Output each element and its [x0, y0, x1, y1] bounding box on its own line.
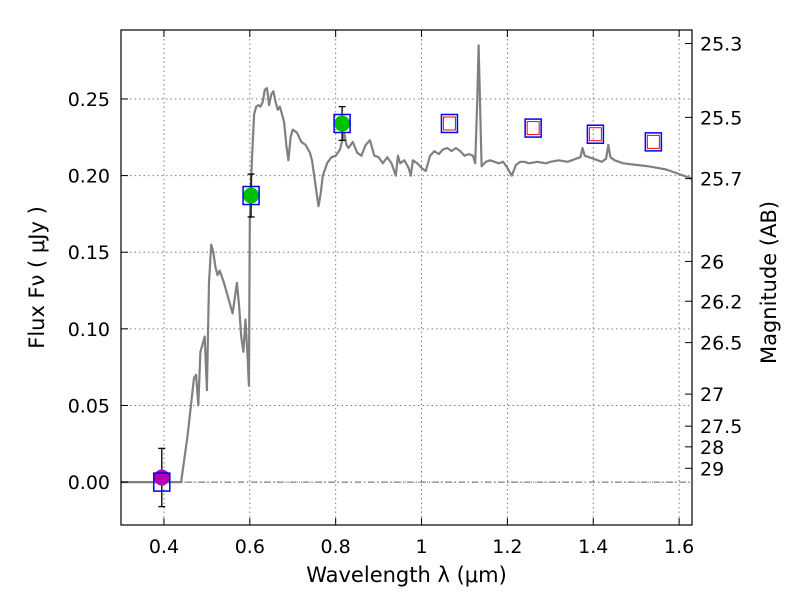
x-tick-label: 1: [415, 536, 427, 558]
tick-layer: 0.4 0.6 0.8 1 1.2 1.4 1.6 0.00 0.05 0.10 0.15 0.20 0…: [68, 30, 742, 558]
model-photometry-box: [586, 124, 605, 144]
model-photometry-box: [242, 185, 260, 206]
model-photometry-box: [333, 113, 351, 134]
model-spectrum-line: [121, 44, 693, 484]
model-photometry-box: [440, 113, 459, 134]
magnitude-tick-label: 26.2: [700, 291, 742, 313]
model-photometry-inner-box: [646, 134, 660, 149]
y-tick-label: 0.05: [68, 395, 110, 417]
y2-axis-label: Magnitude (AB): [757, 201, 781, 364]
model-photometry-inner-box: [588, 127, 602, 142]
magnitude-tick-label: 26.5: [700, 333, 742, 355]
model-spectrum-layer: [121, 44, 693, 484]
y-tick-label: 0.00: [68, 472, 110, 494]
model-photometry-inner-box: [526, 121, 540, 136]
x-tick-label: 0.8: [321, 536, 351, 558]
plot-frame: [120, 29, 693, 526]
model-photometry-layer: [153, 113, 663, 492]
y-tick-label: 0.25: [68, 89, 110, 111]
y-axis-label: Flux Fν ( μJy ): [25, 206, 49, 349]
magnitude-tick-label: 26: [700, 251, 724, 273]
grid-layer: [121, 30, 692, 525]
y-tick-label: 0.15: [68, 242, 110, 264]
model-photometry-box: [524, 118, 542, 138]
x-tick-label: 0.4: [149, 536, 179, 558]
observed-flux-point: [243, 187, 260, 204]
model-photometry-box: [644, 132, 663, 152]
x-axis-label: Wavelength λ (μm): [306, 563, 507, 587]
observed-flux-point: [334, 115, 351, 132]
y-tick-label: 0.10: [68, 319, 110, 341]
model-photometry-inner-box: [442, 116, 456, 131]
magnitude-tick-label: 25.7: [700, 169, 742, 191]
magnitude-tick-label: 25.3: [700, 33, 742, 55]
x-tick-label: 1.4: [578, 536, 608, 558]
magnitude-tick-label: 25.5: [700, 107, 742, 129]
model-photometry-box: [153, 472, 171, 492]
x-tick-label: 1.2: [492, 536, 522, 558]
magnitude-tick-label: 27.5: [700, 416, 742, 438]
x-tick-label: 0.6: [235, 536, 265, 558]
y-tick-label: 0.20: [68, 166, 110, 188]
observed-flux-point: [153, 469, 170, 486]
x-tick-label: 1.6: [664, 536, 694, 558]
magnitude-tick-label: 27: [700, 384, 724, 406]
magnitude-tick-label: 29: [700, 458, 724, 480]
magnitude-tick-label: 28: [700, 437, 724, 459]
